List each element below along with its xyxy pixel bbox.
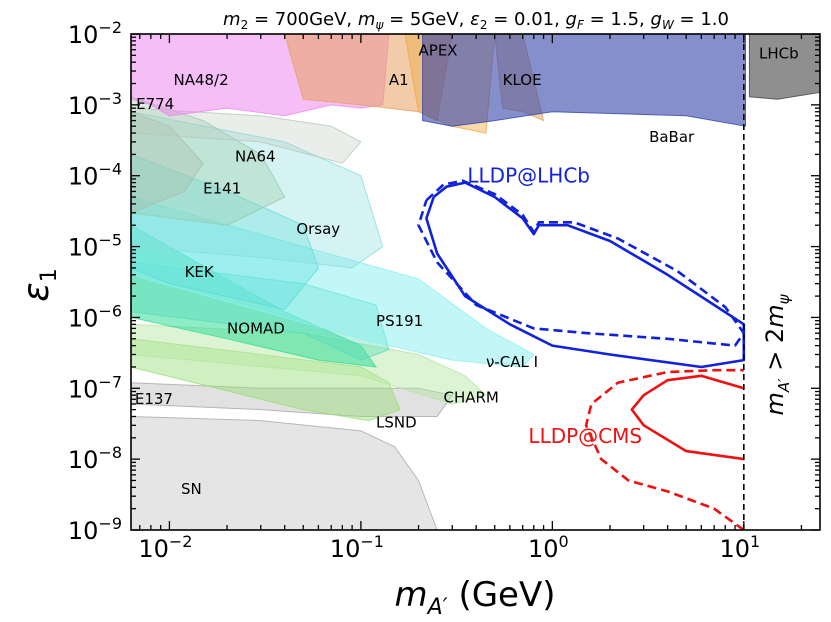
region-orsay <box>131 111 384 269</box>
x-tick-label: 10−1 <box>330 532 384 563</box>
y-tick-label: 10−9 <box>68 514 122 545</box>
y-axis-label: ε1 <box>16 268 62 301</box>
label-charm: CHARM <box>443 389 498 407</box>
label-kloe: KLOE <box>503 71 542 89</box>
curve-lldp-cms-dashed <box>584 368 745 530</box>
label-e137: E137 <box>135 390 173 408</box>
region-e774 <box>131 111 204 214</box>
label-lldp-cms: LLDP@CMS <box>528 424 642 448</box>
y-tick-label: 10−8 <box>68 443 122 474</box>
curve-lldp-lhcb-dashed <box>417 179 746 347</box>
y-tick-label: 10−3 <box>68 89 122 120</box>
y-tick-label: 10−2 <box>68 18 122 49</box>
region-e137 <box>131 382 454 417</box>
label-babar: BaBar <box>649 128 695 146</box>
label-lldp-lhcb: LLDP@LHCb <box>467 164 590 188</box>
y-tick-label: 10−4 <box>68 160 122 191</box>
label-na64: NA64 <box>235 147 276 165</box>
threshold-label: mA′ > 2mψ <box>761 293 793 415</box>
region-sn <box>131 415 438 530</box>
region-na64 <box>131 107 362 164</box>
region-babar <box>422 34 746 127</box>
x-tick-label: 101 <box>719 532 760 563</box>
region-e141 <box>131 96 286 226</box>
label-cal-i: ν-CAL I <box>486 353 538 371</box>
label-kek: KEK <box>185 263 215 281</box>
region-lhcb <box>748 34 820 100</box>
label-lhcb: LHCb <box>759 45 799 63</box>
y-tick-label: 10−7 <box>68 372 122 403</box>
sensitivity-curves <box>417 179 746 530</box>
region-kek <box>131 153 319 310</box>
chart-title: m2 = 700GeV, mψ = 5GeV, ε2 = 0.01, gF = … <box>223 9 729 32</box>
x-tick-label: 10−2 <box>138 532 192 563</box>
label-lsnd: LSND <box>376 413 417 431</box>
x-axis-label: mA′ (GeV) <box>394 575 555 620</box>
label-nomad: NOMAD <box>227 320 285 338</box>
region-lsnd <box>131 338 401 422</box>
label-sn: SN <box>181 480 202 498</box>
label-a1: A1 <box>389 71 409 89</box>
y-tick-label: 10−6 <box>68 301 122 332</box>
y-tick-label: 10−5 <box>68 231 122 262</box>
excluded-regions <box>131 34 820 530</box>
plot-frame <box>130 33 821 531</box>
label-apex: APEX <box>419 41 458 59</box>
label-ps191: PS191 <box>376 312 423 330</box>
curve-lldp-cms <box>630 374 745 461</box>
label-e141: E141 <box>203 180 241 198</box>
x-tick-label: 100 <box>528 532 569 563</box>
region-nu-cal-i <box>131 196 535 368</box>
label-e774: E774 <box>136 95 174 113</box>
region-labels: NA48/2 E774 NA64 E141 Orsay KEK NOMAD PS191 ν-CA… <box>135 41 799 498</box>
label-na48-2: NA48/2 <box>173 71 228 89</box>
axis-ticks: 10−2 10−1 100 101 10−9 10−8 10−7 10−6 10−5 10−4 10… <box>68 18 820 563</box>
label-orsay: Orsay <box>296 220 340 238</box>
